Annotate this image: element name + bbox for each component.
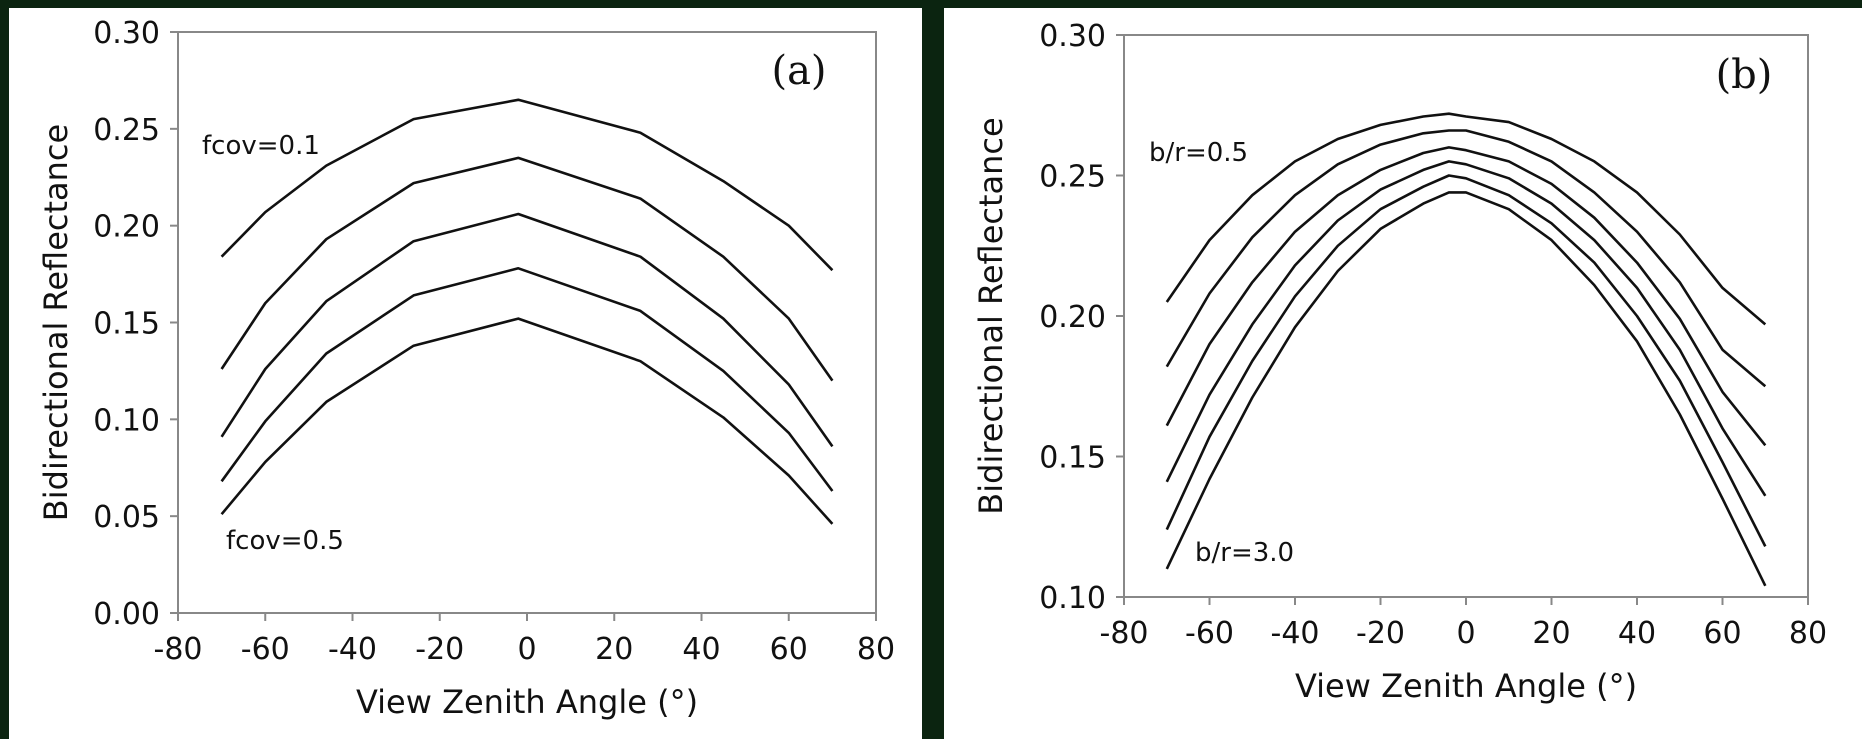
axis-ticks-a [170,31,877,621]
x-tick-label: 60 [770,632,808,667]
x-tick-label: -60 [241,632,290,667]
series-line-5 [1165,174,1767,547]
x-tick-label: -40 [1271,616,1320,651]
annotation-bottom-a: fcov=0.5 [226,526,344,556]
y-axis-title-a: Bidirectional Reflectance [37,124,75,521]
annotation-top-b: b/r=0.5 [1149,138,1248,168]
chart-panel-b: -80 -60 -40 -20 0 20 40 60 80 0.10 0.15 0.20 0.25 0.3… [944,8,1862,739]
annotation-top-a: fcov=0.1 [202,131,320,161]
x-tick-label: -80 [154,632,203,667]
y-axis-title-b: Bidirectional Reflectance [972,117,1010,514]
y-tick-label: 0.15 [93,307,160,342]
x-tick-label: 80 [857,632,895,667]
x-tick-label: 40 [1618,616,1656,651]
tick-labels-a: -80 -60 -40 -20 0 20 40 60 80 0.00 0.05 0.10 0.15 0.2… [93,16,895,667]
y-tick-label: 0.30 [93,16,160,51]
chart-b-svg: -80 -60 -40 -20 0 20 40 60 80 0.10 0.15 0.20 0.25 0.3… [972,19,1827,705]
x-axis-title-a: View Zenith Angle (°) [356,683,698,721]
x-tick-label: 40 [682,632,720,667]
x-tick-label: -40 [328,632,377,667]
y-tick-label: 0.20 [93,210,160,245]
x-tick-label: 20 [1532,616,1570,651]
y-tick-label: 0.25 [93,113,160,148]
series-line-2 [220,156,834,382]
x-tick-label: -20 [415,632,464,667]
annotation-bottom-b: b/r=3.0 [1195,538,1294,568]
series-line-1 [220,98,834,272]
x-axis-title-b: View Zenith Angle (°) [1295,667,1637,705]
series-line-4 [1165,160,1767,497]
y-tick-label: 0.05 [93,500,160,535]
y-tick-label: 0.15 [1039,441,1106,476]
x-tick-label: 0 [1456,616,1475,651]
x-tick-label: 60 [1703,616,1741,651]
x-tick-label: -60 [1185,616,1234,651]
chart-a-svg: -80 -60 -40 -20 0 20 40 60 80 0.00 0.05 0.10 0.15 0.2… [37,16,895,721]
series-line-6 [1165,191,1767,587]
y-tick-label: 0.25 [1039,160,1106,195]
chart-panel-a: -80 -60 -40 -20 0 20 40 60 80 0.00 0.05 0.10 0.15 0.2… [9,8,922,739]
series-line-3 [1165,146,1767,447]
series-line-5 [220,317,834,525]
x-tick-label: -20 [1356,616,1405,651]
axis-ticks-b [1116,34,1809,605]
x-tick-label: 80 [1789,616,1827,651]
x-tick-label: 20 [595,632,633,667]
y-tick-label: 0.30 [1039,19,1106,54]
series-line-3 [220,212,834,448]
series-line-2 [1165,129,1767,388]
y-tick-label: 0.10 [93,403,160,438]
tick-labels-b: -80 -60 -40 -20 0 20 40 60 80 0.10 0.15 0.20 0.25 0.3… [1039,19,1827,651]
series-lines-b [1165,112,1767,587]
series-line-1 [1165,112,1767,326]
panel-label-a: (a) [771,48,826,94]
series-lines-a [220,98,834,525]
y-tick-label: 0.20 [1039,300,1106,335]
x-tick-label: 0 [517,632,536,667]
plot-frame-b [1123,34,1809,598]
y-tick-label: 0.00 [93,597,160,632]
y-tick-label: 0.10 [1039,581,1106,616]
panel-label-b: (b) [1716,52,1773,98]
series-line-4 [220,266,834,492]
x-tick-label: -80 [1100,616,1149,651]
